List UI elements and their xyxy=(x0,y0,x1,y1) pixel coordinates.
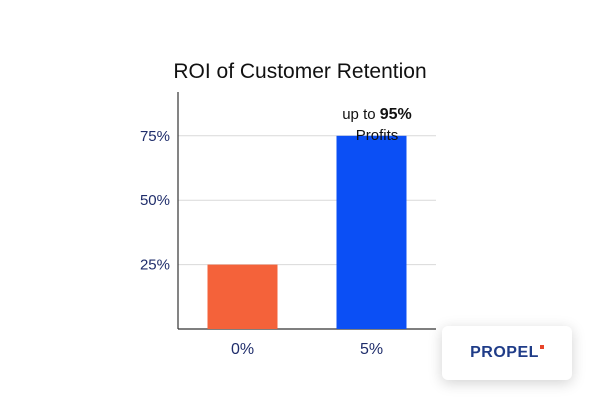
y-tick-label: 50% xyxy=(140,192,170,209)
chart-title: ROI of Customer Retention xyxy=(173,60,426,83)
y-tick-label: 75% xyxy=(140,128,170,145)
logo-text: PROPEL xyxy=(470,344,539,361)
annotation-prefix: up to xyxy=(342,106,380,123)
bars xyxy=(207,135,407,329)
bar-2 xyxy=(336,135,407,329)
y-tick-label: 25% xyxy=(140,257,170,274)
annotation-line2: Profits xyxy=(356,127,399,144)
propel-logo: PROPEL xyxy=(470,344,544,362)
logo-card: PROPEL xyxy=(442,326,572,380)
x-tick-labels: 0% 5% xyxy=(231,341,383,358)
logo-accent-dot xyxy=(539,345,544,349)
y-tick-labels: 25% 50% 75% xyxy=(140,128,170,274)
bar-1 xyxy=(207,264,278,329)
x-tick-label: 5% xyxy=(360,341,383,358)
annotation-strong: 95% xyxy=(380,106,412,123)
bar-annotation: up to 95% xyxy=(342,106,412,123)
x-tick-label: 0% xyxy=(231,341,254,358)
